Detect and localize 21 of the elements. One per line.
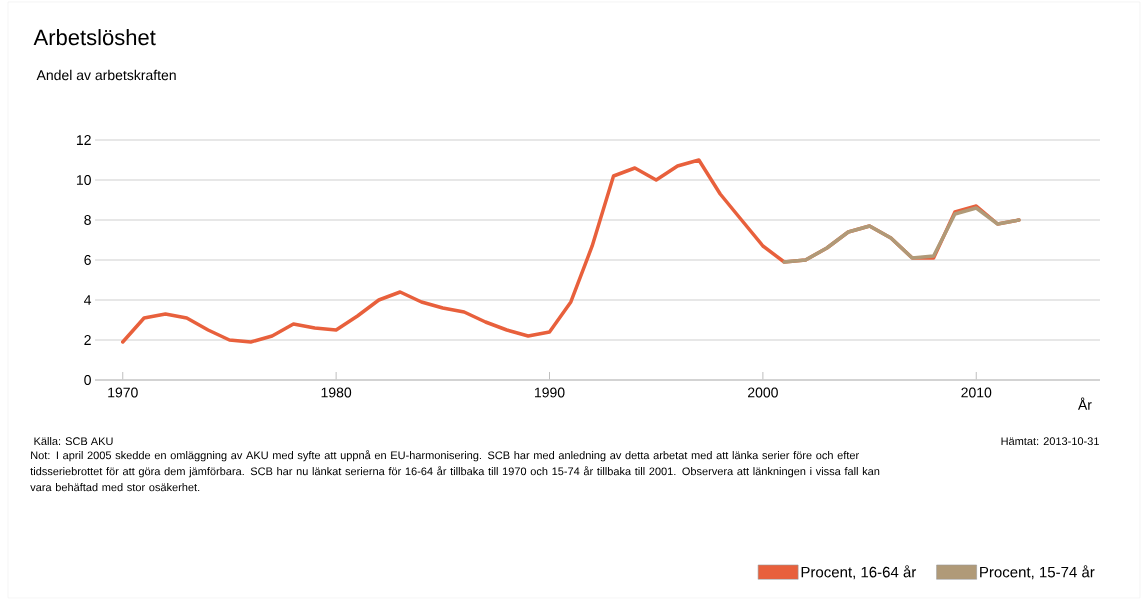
x-tick-label: 1980	[321, 387, 352, 398]
x-axis-title: År	[1077, 397, 1092, 410]
y-tick-label: 8	[84, 215, 91, 225]
text: Hämtat: 2013-10-31	[1001, 437, 1099, 446]
legend-label: Procent, 15-74 år	[980, 565, 1095, 580]
y-tick-label: 10	[76, 175, 91, 185]
x-tick-label: 1990	[535, 387, 565, 398]
x-tick-label: 2000	[748, 387, 778, 398]
y-tick-label: 4	[84, 295, 92, 305]
text: Not: I april 2005 skedde en omläggning av AKU med syfte att uppnå en EU-harmonisering. SCB har med anledning av detta arbetat med att länka serier före och efter tidsseriebrottet för att göra dem jämförbara. SCB har nu länkat serierna för 16-64 år tillbaka till 1970 och 15-74 år tillbaka till 2001. Observera att länkningen i vissa fall kan vara behäftad med stor osäkerhet.	[30, 450, 880, 492]
y-tick-label: 2	[84, 335, 91, 345]
chart-subtitle: Andel av arbetskraften	[36, 69, 176, 81]
line-series	[782, 206, 1021, 264]
y-tick-label: 6	[84, 255, 91, 265]
chart-title: Arbetslöshet	[33, 29, 156, 46]
x-tick-label: 1970	[108, 387, 138, 398]
x-tick-label: 2010	[961, 387, 992, 398]
text: Källa: SCB AKU	[34, 437, 113, 446]
y-tick-label: 12	[76, 135, 91, 145]
legend-label: Procent, 16-64 år	[801, 565, 917, 580]
y-tick-label: 0	[84, 375, 91, 385]
